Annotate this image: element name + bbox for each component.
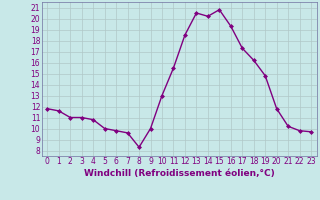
X-axis label: Windchill (Refroidissement éolien,°C): Windchill (Refroidissement éolien,°C) — [84, 169, 275, 178]
